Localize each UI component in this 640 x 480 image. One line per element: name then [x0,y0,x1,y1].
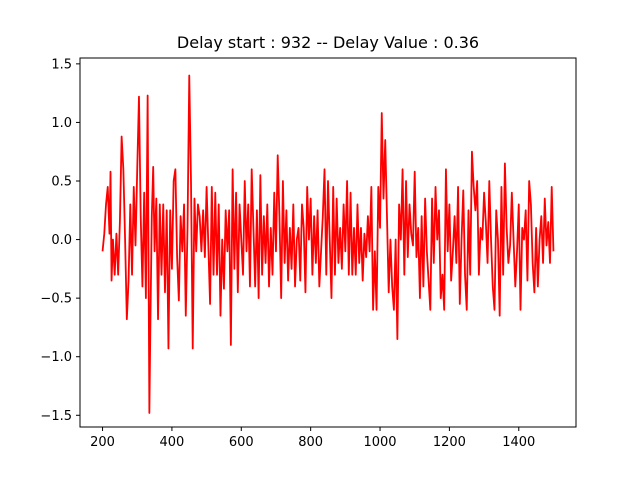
y-tick-label: −0.5 [40,292,72,307]
x-tick-label: 600 [229,435,254,450]
x-tick-label: 800 [298,435,323,450]
y-tick-label: −1.0 [40,350,72,365]
y-tick-label: −1.5 [40,409,72,424]
x-tick-label: 200 [90,435,115,450]
y-tick-label: 1.0 [51,116,72,131]
x-tick-label: 1400 [502,435,535,450]
y-tick-label: 0.0 [51,233,72,248]
x-tick-label: 1000 [363,435,396,450]
x-axis: 200 400 600 800 1000 1200 1400 [90,427,535,450]
x-tick-label: 1200 [433,435,466,450]
y-tick-label: 1.5 [51,57,72,72]
y-axis: −1.5 −1.0 −0.5 0.0 0.5 1.0 1.5 [40,57,80,424]
axes-frame [79,57,577,428]
plot-area [101,74,555,414]
chart-title: Delay start : 932 -- Delay Value : 0.36 [177,33,479,52]
y-tick-label: 0.5 [51,175,72,190]
x-tick-label: 400 [160,435,185,450]
series-line [101,74,555,414]
